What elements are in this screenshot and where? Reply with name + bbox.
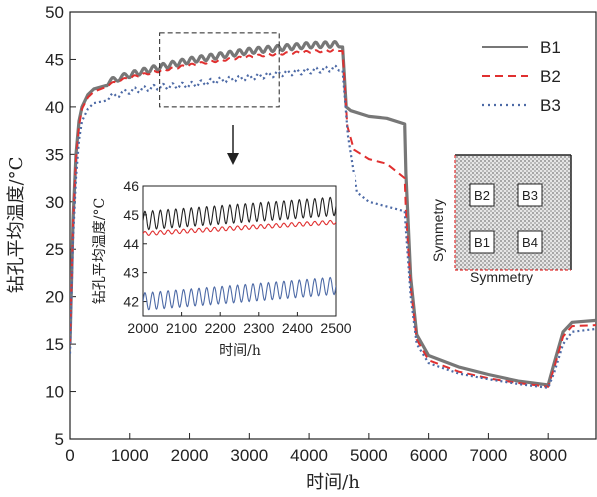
x-tick-label: 2000 (171, 446, 209, 465)
svg-text:B3: B3 (522, 188, 538, 203)
legend-label-b2: B2 (540, 67, 561, 86)
x-tick-label: 7000 (469, 446, 507, 465)
legend-label-b3: B3 (540, 96, 561, 115)
inset-y-tick-label: 45 (123, 207, 139, 223)
legend: B1 B2 B3 (482, 38, 561, 115)
inset-axes: 2000 2100 2200 2300 2400 2500 42 43 44 45 46 (123, 178, 351, 336)
symmetry-label-bottom: Symmetry (470, 269, 533, 285)
y-tick-label: 10 (45, 383, 64, 402)
y-axis-title: 钻孔平均温度/°C (6, 157, 27, 294)
inset-x-tick-label: 2400 (282, 320, 313, 336)
x-tick-label: 1000 (111, 446, 149, 465)
x-tick-label: 8000 (529, 446, 567, 465)
inset-series-line-b1 (143, 196, 336, 231)
zoom-arrow (227, 125, 239, 165)
series-line-b3 (70, 64, 596, 389)
inset-series (143, 196, 336, 311)
y-tick-label: 25 (45, 240, 64, 259)
x-tick-label: 6000 (410, 446, 448, 465)
y-tick-label: 20 (45, 288, 64, 307)
inset-y-axis-title: 钻孔平均温度/°C (92, 198, 108, 304)
x-tick-label: 3000 (230, 446, 268, 465)
inset-background (85, 175, 355, 360)
series-line-b2 (70, 48, 596, 388)
plot-frame (69, 11, 597, 440)
zoom-box (159, 32, 280, 108)
y-tick-label: 15 (45, 335, 64, 354)
y-tick-label: 30 (45, 193, 64, 212)
y-tick-label: 45 (45, 50, 64, 69)
y-tick-label: 40 (45, 98, 64, 117)
inset-y-tick-label: 46 (123, 178, 139, 194)
inset-frame (142, 185, 337, 317)
inset-series-line-b2 (143, 219, 336, 236)
inset-x-tick-label: 2200 (205, 320, 236, 336)
main-series (70, 40, 596, 389)
inset-x-tick-label: 2500 (320, 320, 351, 336)
svg-text:B2: B2 (474, 188, 490, 203)
borehole-b2: B2 (469, 183, 495, 207)
inset-x-tick-label: 2100 (166, 320, 197, 336)
symmetry-label-left: Symmetry (430, 199, 446, 262)
inset-y-tick-label: 42 (123, 294, 139, 310)
x-tick-label: 0 (65, 446, 74, 465)
inset-x-tick-label: 2000 (127, 320, 158, 336)
x-tick-label: 5000 (350, 446, 388, 465)
legend-label-b1: B1 (540, 38, 561, 57)
inset-y-tick-label: 43 (123, 265, 139, 281)
main-axes: 0 1000 2000 3000 4000 5000 6000 7000 8000 5 10 15 20… (45, 3, 567, 465)
x-axis-title: 时间/h (306, 472, 360, 493)
svg-text:B4: B4 (522, 235, 538, 250)
inset-x-tick-label: 2300 (243, 320, 274, 336)
y-tick-label: 50 (45, 3, 64, 22)
x-tick-label: 4000 (290, 446, 328, 465)
series-line-b1 (70, 40, 596, 387)
borehole-b4: B4 (517, 230, 543, 254)
inset-y-tick-label: 44 (123, 236, 139, 252)
y-tick-label: 5 (55, 430, 64, 449)
borehole-schematic: B2 B3 B1 B4 Symmetry Symmetry (430, 154, 572, 285)
inset-series-line-b3 (143, 276, 336, 311)
borehole-b1: B1 (469, 230, 495, 254)
borehole-b3: B3 (517, 183, 543, 207)
inset-x-axis-title: 时间/h (219, 343, 261, 359)
y-tick-label: 35 (45, 145, 64, 164)
svg-text:B1: B1 (474, 235, 490, 250)
